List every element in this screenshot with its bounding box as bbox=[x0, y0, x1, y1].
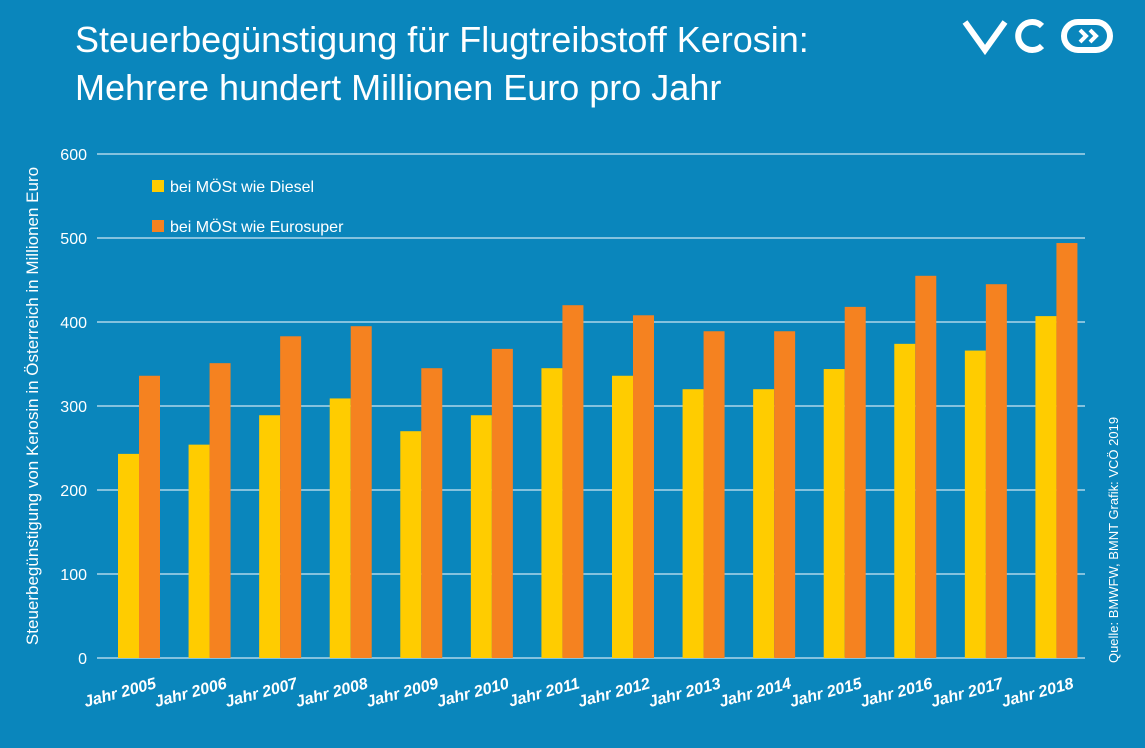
bar bbox=[541, 368, 563, 658]
y-tick-label: 100 bbox=[60, 567, 87, 584]
bar bbox=[491, 348, 513, 658]
bar bbox=[1035, 316, 1057, 658]
y-tick-label: 500 bbox=[60, 231, 87, 248]
bar bbox=[329, 398, 351, 658]
bar bbox=[985, 284, 1007, 658]
bar bbox=[915, 275, 937, 658]
legend-swatch bbox=[152, 220, 164, 232]
bar bbox=[633, 315, 654, 658]
legend-swatch bbox=[152, 180, 164, 192]
bar bbox=[703, 331, 725, 658]
bar bbox=[259, 415, 281, 658]
bar bbox=[350, 326, 372, 658]
y-axis-label: Steuerbegünstigung von Kerosin in Österr… bbox=[23, 167, 42, 645]
bar bbox=[400, 431, 422, 658]
bar bbox=[280, 336, 302, 658]
bar bbox=[844, 306, 866, 658]
bar bbox=[964, 350, 986, 658]
bar bbox=[753, 389, 775, 658]
bar bbox=[421, 368, 443, 658]
bar bbox=[188, 444, 210, 658]
source: Quelle: BMWFW, BMNT Grafik: VCÖ 2019 bbox=[1106, 417, 1121, 663]
legend-label: bei MÖSt wie Eurosuper bbox=[170, 218, 344, 236]
logo bbox=[962, 19, 1113, 56]
bar bbox=[612, 375, 633, 658]
bar bbox=[118, 453, 139, 658]
bar bbox=[139, 375, 160, 658]
bar bbox=[470, 415, 492, 658]
bar bbox=[774, 331, 796, 658]
y-tick-label: 200 bbox=[60, 483, 87, 500]
bar bbox=[894, 343, 916, 658]
legend-label: bei MÖSt wie Diesel bbox=[170, 178, 314, 196]
bar bbox=[209, 363, 231, 658]
y-tick-label: 400 bbox=[60, 315, 87, 332]
bar bbox=[1056, 243, 1078, 659]
bar bbox=[823, 369, 845, 658]
y-tick-label: 0 bbox=[78, 651, 87, 668]
chart-subtitle: Mehrere hundert Millionen Euro pro Jahr bbox=[75, 67, 721, 108]
bar bbox=[562, 305, 584, 658]
bar bbox=[682, 389, 704, 658]
y-tick-label: 300 bbox=[60, 399, 87, 416]
y-tick-label: 600 bbox=[60, 147, 87, 164]
chart-title: Steuerbegünstigung für Flugtreibstoff Ke… bbox=[75, 19, 809, 60]
